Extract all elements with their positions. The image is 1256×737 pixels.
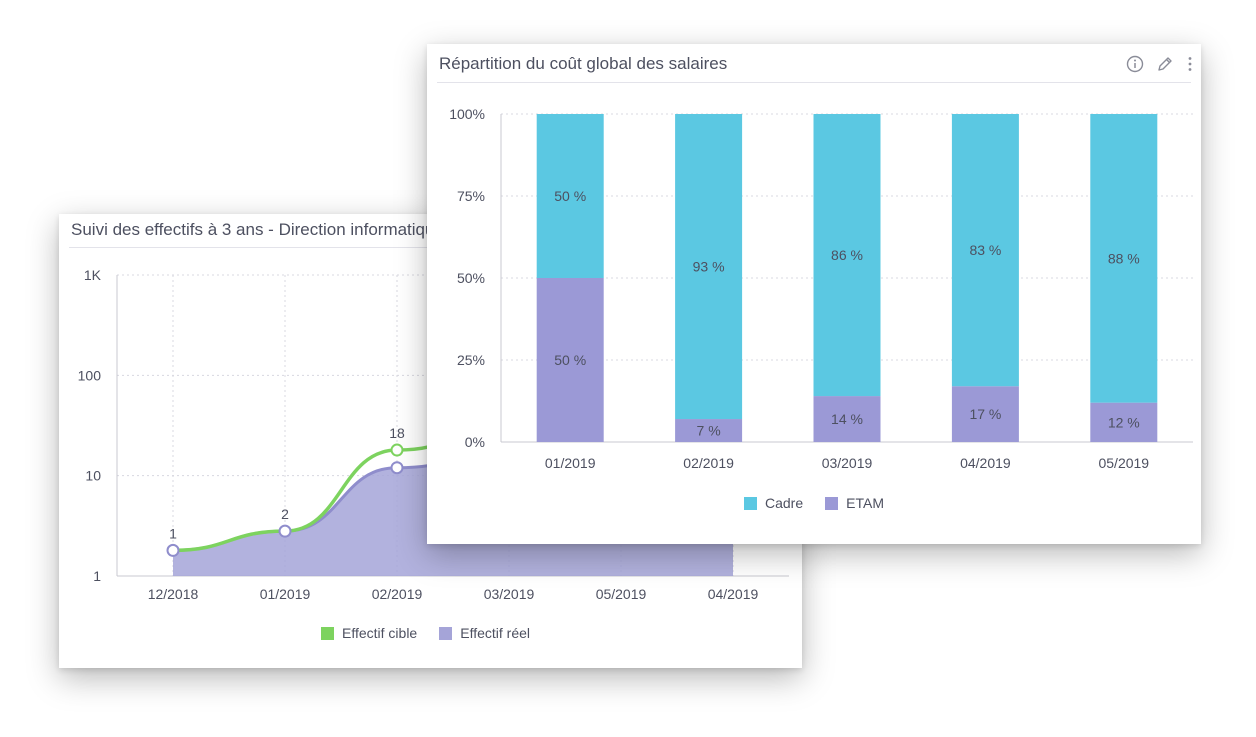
x-tick-label: 05/2019 [1098, 455, 1149, 471]
bar-value-label: 86 % [831, 247, 863, 263]
more-icon[interactable] [1185, 54, 1195, 74]
data-label: 1 [169, 525, 177, 541]
point-effectif-cible [390, 443, 404, 457]
bar-etam-04-2019 [951, 386, 1019, 442]
legend-item-cadre[interactable]: Cadre [744, 495, 803, 511]
legend-item-effectif-réel[interactable]: Effectif réel [439, 625, 530, 641]
x-tick-label: 02/2019 [372, 586, 423, 602]
card-actions [1125, 54, 1195, 74]
bar-value-label: 88 % [1108, 250, 1140, 266]
headcount-chart-title: Suivi des effectifs à 3 ans - Direction … [71, 220, 444, 239]
y-tick-label: 75% [457, 188, 485, 204]
bar-value-label: 50 % [554, 352, 586, 368]
headcount-legend: Effectif cible Effectif réel [321, 625, 530, 641]
data-label: 2 [281, 506, 289, 522]
bar-cadre-05-2019 [1090, 114, 1158, 403]
legend-label: ETAM [846, 495, 884, 511]
legend-swatch [439, 626, 453, 640]
legend-label: Effectif réel [460, 625, 531, 641]
data-label: 18 [389, 425, 405, 441]
bar-value-label: 50 % [554, 188, 586, 204]
legend-swatch [744, 496, 757, 510]
bar-etam-02-2019 [675, 419, 743, 442]
salary-stacked-bar-chart: 0% 25% 50% 75% 100% 50 % 50 % 01/2019 7 % 93 % 02/… [449, 106, 1193, 471]
salary-cost-chart-card: Répartition du coût global des salaires … [427, 44, 1201, 544]
x-tick-label: 04/2019 [708, 586, 759, 602]
legend-label: Effectif cible [342, 625, 418, 641]
y-tick-label: 100 [78, 367, 102, 383]
bar-value-label: 14 % [831, 411, 863, 427]
bar-etam-01-2019 [536, 278, 604, 442]
x-tick-label: 04/2019 [960, 455, 1011, 471]
x-tick-label: 01/2019 [260, 586, 311, 602]
bar-cadre-04-2019 [951, 114, 1019, 387]
legend-swatch [825, 496, 839, 510]
legend-item-etam[interactable]: ETAM [825, 495, 884, 511]
x-tick-label: 03/2019 [484, 586, 535, 602]
x-tick-label: 12/2018 [148, 586, 199, 602]
y-tick-label: 100% [449, 106, 485, 122]
point-effectif-reel [390, 461, 404, 475]
bar-etam-03-2019 [813, 396, 881, 442]
y-tick-label: 10 [85, 468, 101, 484]
bar-cadre-03-2019 [813, 114, 881, 397]
bar-cadre-01-2019 [536, 114, 604, 278]
x-tick-label: 03/2019 [822, 455, 873, 471]
edit-icon[interactable] [1155, 54, 1175, 74]
bar-value-label: 7 % [697, 423, 721, 439]
bar-cadre-02-2019 [675, 114, 743, 420]
bar-value-label: 93 % [693, 259, 725, 275]
y-tick-label: 0% [465, 434, 485, 450]
bar-value-label: 12 % [1108, 414, 1140, 430]
x-tick-label: 01/2019 [545, 455, 596, 471]
y-tick-label: 1 [93, 568, 101, 584]
legend-item-effectif-cible[interactable]: Effectif cible [321, 625, 417, 641]
y-tick-label: 1K [84, 267, 102, 283]
point-effectif-reel [166, 543, 180, 557]
bar-value-label: 83 % [969, 242, 1001, 258]
y-tick-label: 25% [457, 352, 485, 368]
bar-etam-05-2019 [1090, 402, 1158, 442]
legend-swatch [321, 626, 334, 640]
x-tick-label: 02/2019 [683, 455, 734, 471]
salary-legend: Cadre ETAM [744, 495, 884, 511]
point-effectif-reel [278, 524, 292, 538]
legend-label: Cadre [765, 495, 804, 511]
title-divider [437, 82, 1191, 83]
x-tick-label: 05/2019 [596, 586, 647, 602]
bar-value-label: 17 % [969, 406, 1001, 422]
info-icon[interactable] [1125, 54, 1145, 74]
salary-chart-title: Répartition du coût global des salaires [439, 54, 728, 73]
y-tick-label: 50% [457, 270, 485, 286]
